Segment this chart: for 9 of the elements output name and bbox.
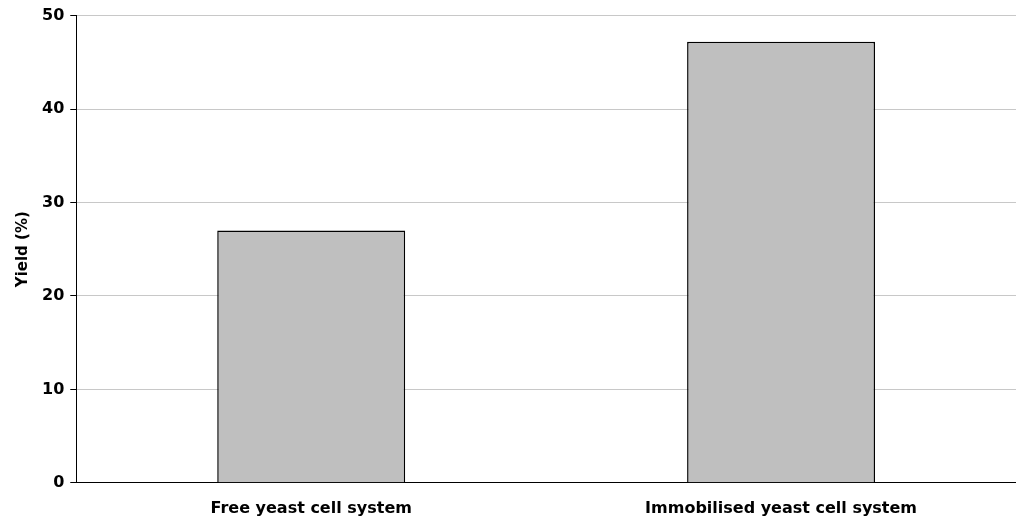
x-tick-label: Free yeast cell system [210,497,412,517]
x-tick-label: Immobilised yeast cell system [645,497,918,517]
y-tick-label: 50 [42,4,65,24]
y-axis-title: Yield (%) [12,211,31,289]
y-tick-label: 10 [42,378,65,398]
y-tick-label: 30 [42,191,65,211]
y-tick-label: 40 [42,98,65,118]
y-tick-label: 0 [53,471,65,491]
y-tick-label: 20 [42,285,65,305]
